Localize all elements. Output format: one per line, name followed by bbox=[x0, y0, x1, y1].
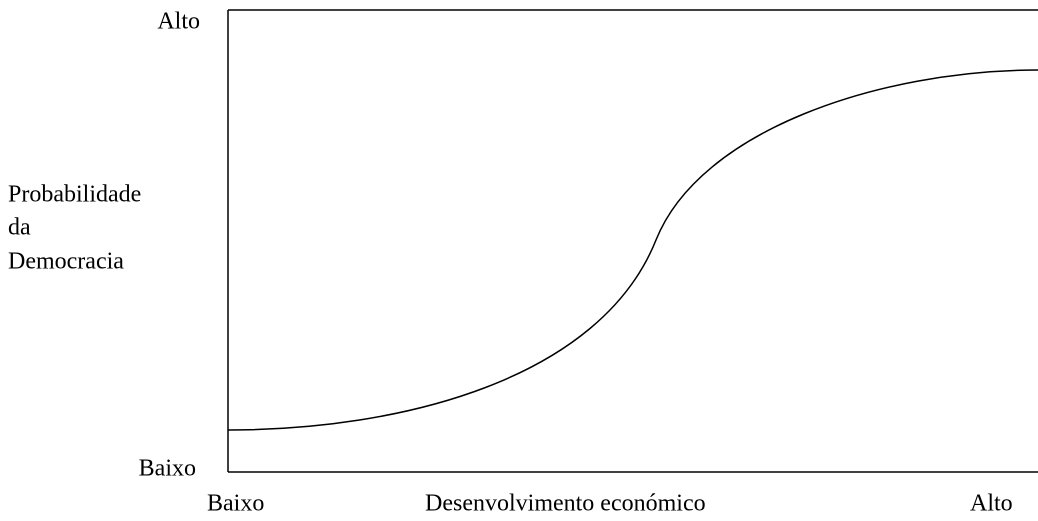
x-high-label: Alto bbox=[970, 491, 1013, 517]
y-axis-label: da bbox=[8, 215, 31, 241]
y-axis-label: Democracia bbox=[8, 249, 124, 275]
y-low-label: Baixo bbox=[139, 456, 196, 482]
x-low-label: Baixo bbox=[207, 491, 264, 517]
s-curve bbox=[227, 69, 1038, 431]
x-axis-label: Desenvolvimento económico bbox=[425, 491, 706, 517]
y-axis-label: Probabilidade bbox=[8, 182, 141, 208]
y-high-label: Alto bbox=[157, 9, 200, 35]
